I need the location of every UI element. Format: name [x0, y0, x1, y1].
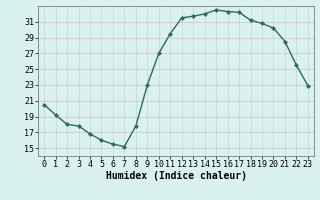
- X-axis label: Humidex (Indice chaleur): Humidex (Indice chaleur): [106, 171, 246, 181]
